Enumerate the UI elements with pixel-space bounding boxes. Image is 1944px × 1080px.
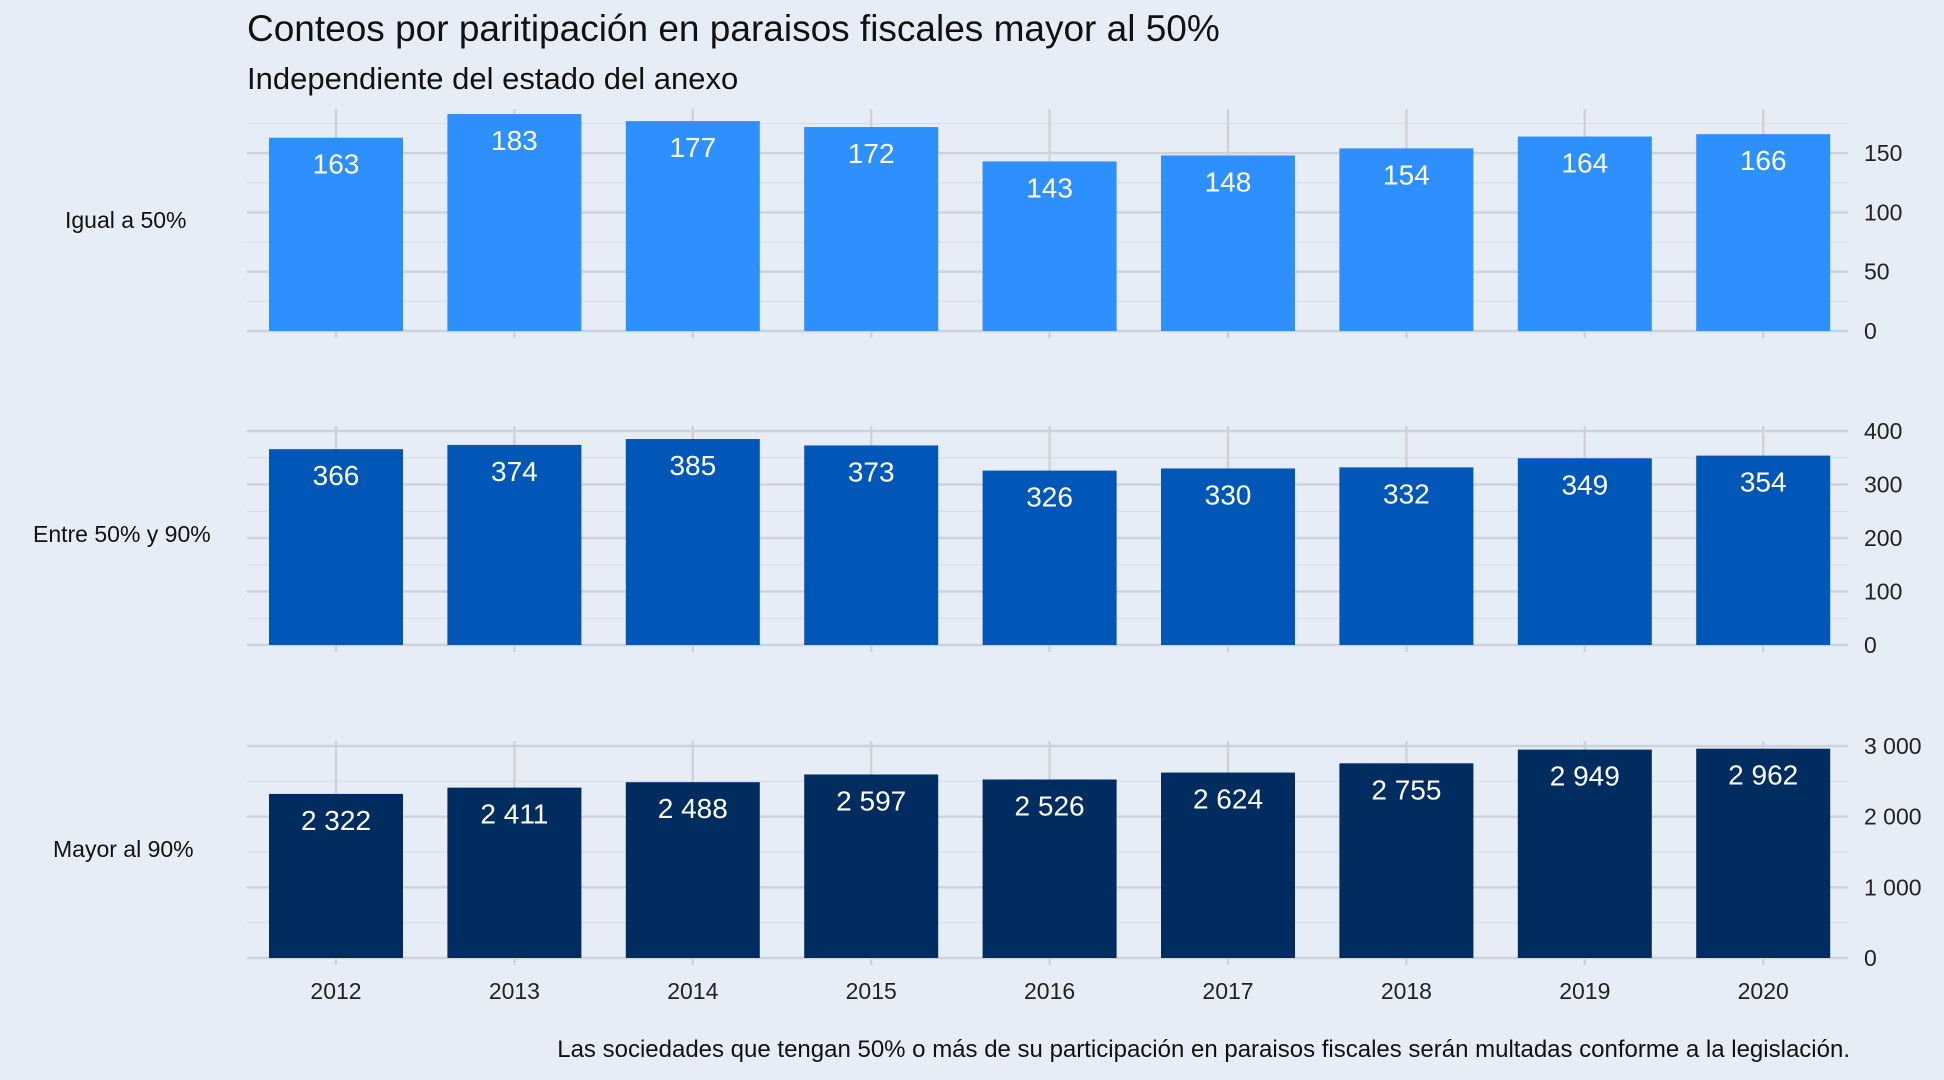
- y-tick-label: 200: [1864, 525, 1902, 551]
- facet-label: Igual a 50%: [65, 207, 186, 233]
- bar: [804, 127, 939, 331]
- bar-value-label: 374: [491, 456, 538, 487]
- bar: [982, 779, 1117, 958]
- bar: [1161, 468, 1295, 645]
- x-tick-label: 2020: [1738, 978, 1789, 1004]
- bar-value-label: 326: [1026, 482, 1073, 513]
- bar: [1517, 749, 1652, 958]
- x-tick-label: 2013: [489, 978, 540, 1004]
- x-tick-label: 2018: [1381, 978, 1432, 1004]
- bar: [982, 470, 1117, 645]
- bar: [447, 114, 582, 331]
- bar: [1161, 155, 1295, 331]
- facet-label: Entre 50% y 90%: [33, 521, 211, 547]
- bar-value-label: 164: [1561, 148, 1608, 179]
- bar-value-label: 2 411: [480, 799, 548, 830]
- bar: [1161, 772, 1295, 958]
- bar: [1696, 134, 1831, 331]
- bar: [1339, 467, 1474, 645]
- bar: [625, 121, 760, 332]
- bar-value-label: 2 488: [658, 793, 728, 824]
- bar: [625, 439, 760, 645]
- bar-value-label: 2 597: [836, 785, 906, 816]
- bar-value-label: 366: [313, 460, 360, 491]
- bar-value-label: 148: [1205, 167, 1252, 198]
- bar-value-label: 154: [1383, 159, 1430, 190]
- y-tick-label: 100: [1864, 199, 1902, 225]
- bar-value-label: 330: [1205, 479, 1252, 510]
- bar-value-label: 177: [669, 132, 716, 163]
- bar-value-label: 2 526: [1015, 790, 1085, 821]
- bar: [447, 444, 582, 645]
- bar: [1339, 148, 1474, 331]
- bar: [1517, 136, 1652, 331]
- y-tick-label: 0: [1864, 945, 1877, 971]
- x-tick-label: 2015: [846, 978, 897, 1004]
- bar-value-label: 385: [669, 450, 716, 481]
- y-tick-label: 1 000: [1864, 874, 1922, 900]
- bar-value-label: 166: [1740, 145, 1787, 176]
- x-tick-label: 2014: [667, 978, 718, 1004]
- y-tick-label: 2 000: [1864, 804, 1922, 830]
- bar-value-label: 143: [1026, 172, 1073, 203]
- bar-value-label: 2 755: [1371, 774, 1441, 805]
- bar: [269, 137, 403, 331]
- chart-subtitle: Independiente del estado del anexo: [247, 61, 739, 96]
- x-tick-label: 2016: [1024, 978, 1075, 1004]
- bar-value-label: 332: [1383, 478, 1430, 509]
- bar: [447, 787, 582, 958]
- bar: [804, 774, 939, 958]
- bar-value-label: 183: [491, 125, 538, 156]
- bar: [1696, 455, 1831, 645]
- bar-value-label: 373: [848, 456, 895, 487]
- y-tick-label: 3 000: [1864, 733, 1922, 759]
- bar: [625, 782, 760, 958]
- facet-label: Mayor al 90%: [53, 836, 194, 862]
- bar-value-label: 163: [313, 149, 360, 180]
- bar: [982, 161, 1117, 331]
- y-tick-label: 400: [1864, 418, 1902, 444]
- chart-title: Conteos por paritipación en paraisos fis…: [247, 8, 1220, 49]
- y-tick-label: 100: [1864, 579, 1902, 605]
- y-tick-label: 50: [1864, 259, 1890, 285]
- bar: [269, 793, 403, 958]
- y-tick-label: 300: [1864, 472, 1902, 498]
- bar-value-label: 2 322: [301, 805, 371, 836]
- y-tick-label: 0: [1864, 632, 1877, 658]
- bar: [1696, 748, 1831, 958]
- x-tick-label: 2017: [1202, 978, 1253, 1004]
- bar-value-label: 349: [1561, 469, 1608, 500]
- bar-value-label: 2 624: [1193, 784, 1263, 815]
- bar: [1517, 458, 1652, 645]
- y-tick-label: 150: [1864, 140, 1902, 166]
- bar-value-label: 172: [848, 138, 895, 169]
- x-tick-label: 2019: [1559, 978, 1610, 1004]
- bar-value-label: 354: [1740, 467, 1787, 498]
- bar-value-label: 2 962: [1728, 760, 1798, 791]
- bar: [804, 445, 939, 645]
- y-tick-label: 0: [1864, 318, 1877, 344]
- bar-value-label: 2 949: [1550, 761, 1620, 792]
- bar: [1339, 763, 1474, 958]
- x-tick-label: 2012: [310, 978, 361, 1004]
- bar: [269, 449, 403, 645]
- chart-caption: Las sociedades que tengan 50% o más de s…: [557, 1036, 1850, 1063]
